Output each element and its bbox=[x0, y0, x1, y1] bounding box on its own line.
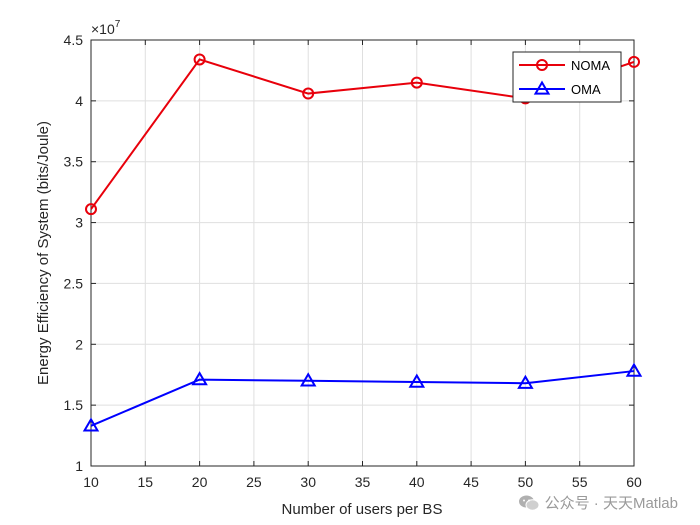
y-tick-label: 2 bbox=[75, 336, 83, 352]
watermark: 公众号 · 天天Matlab bbox=[518, 492, 678, 513]
x-tick-label: 35 bbox=[355, 474, 371, 490]
y-tick-label: 1 bbox=[75, 458, 83, 474]
data-point-oma bbox=[299, 372, 317, 387]
x-tick-label: 20 bbox=[192, 474, 208, 490]
legend-label-oma: OMA bbox=[571, 82, 601, 97]
y-tick-label: 3 bbox=[75, 215, 83, 231]
y-tick-label: 2.5 bbox=[64, 275, 84, 291]
y-tick-label: 1.5 bbox=[64, 397, 84, 413]
data-point-noma bbox=[193, 53, 206, 66]
y-tick-labels: 1 1.5 2 2.5 3 3.5 4 4.5 bbox=[64, 32, 84, 474]
data-point-noma bbox=[302, 87, 315, 100]
axis-ticks bbox=[90, 39, 635, 467]
data-point-oma bbox=[82, 417, 100, 432]
legend: NOMA OMA bbox=[512, 51, 622, 103]
x-tick-label: 30 bbox=[300, 474, 316, 490]
watermark-text: 公众号 · 天天Matlab bbox=[544, 495, 678, 512]
exponent-power: 7 bbox=[115, 19, 121, 30]
data-point-oma bbox=[408, 373, 426, 388]
data-point-noma bbox=[628, 55, 640, 68]
x-tick-label: 40 bbox=[409, 474, 425, 490]
data-point-oma bbox=[191, 371, 208, 386]
legend-box bbox=[512, 51, 622, 103]
series-line-oma bbox=[90, 370, 635, 427]
x-tick-label: 50 bbox=[518, 474, 534, 490]
x-tick-label: 10 bbox=[83, 474, 99, 490]
legend-label-noma: NOMA bbox=[571, 58, 610, 73]
x-tick-label: 15 bbox=[138, 474, 154, 490]
x-tick-label: 55 bbox=[572, 474, 588, 490]
data-point-noma bbox=[85, 203, 97, 216]
x-tick-label: 60 bbox=[626, 474, 642, 490]
series-layer bbox=[82, 53, 643, 432]
series-oma bbox=[82, 362, 643, 432]
y-tick-label: 4 bbox=[75, 93, 83, 109]
data-point-oma bbox=[517, 374, 534, 389]
x-axis-title: Number of users per BS bbox=[282, 501, 443, 518]
y-tick-label: 3.5 bbox=[64, 154, 84, 170]
y-axis-title: Energy Efficiency of System (bits/Joule) bbox=[35, 121, 52, 385]
x-tick-labels: 10 15 20 25 30 35 40 45 50 55 60 bbox=[83, 474, 642, 490]
y-tick-label: 4.5 bbox=[64, 32, 84, 48]
data-point-oma bbox=[625, 362, 643, 377]
legend-item-noma: NOMA bbox=[519, 58, 610, 73]
legend-marker-noma bbox=[536, 59, 548, 71]
x-tick-label: 25 bbox=[246, 474, 262, 490]
x-tick-label: 45 bbox=[463, 474, 479, 490]
legend-item-oma: OMA bbox=[519, 80, 601, 97]
wechat-icon bbox=[518, 495, 540, 511]
legend-marker-oma bbox=[533, 80, 551, 95]
exponent-multiplier: ×107 bbox=[91, 19, 121, 37]
data-point-noma bbox=[410, 76, 423, 89]
